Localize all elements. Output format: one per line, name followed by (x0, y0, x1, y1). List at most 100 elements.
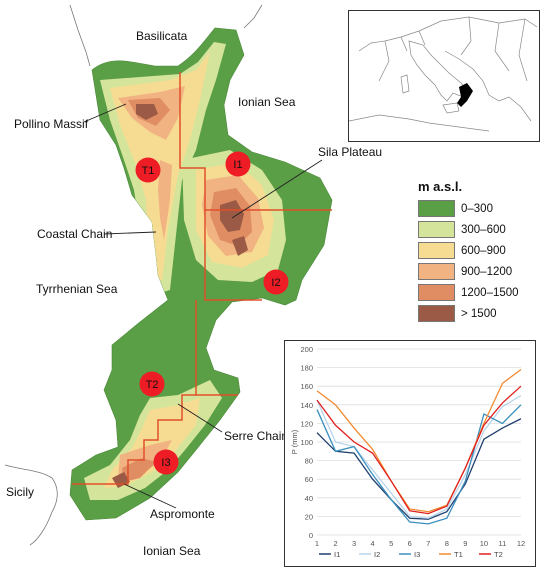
legend-swatch (418, 284, 455, 301)
chart-legend-label: I2 (374, 550, 380, 559)
legend-item: 1200–1500 (418, 282, 540, 303)
station-label: I1 (233, 159, 242, 171)
x-tick-label: 6 (408, 539, 412, 548)
station-label: I2 (271, 277, 280, 289)
x-tick-label: 4 (371, 539, 375, 548)
station-label: I3 (161, 457, 170, 469)
basin-boundary (179, 72, 332, 211)
legend-item: 0–300 (418, 198, 540, 219)
y-tick-label: 120 (300, 419, 313, 428)
label-ionian-sea-south: Ionian Sea (143, 544, 201, 558)
basilicata-coastline (69, 4, 91, 67)
station-t2: T2 (139, 371, 165, 397)
chart-legend-label: I3 (414, 550, 420, 559)
leader-sila (231, 159, 323, 219)
locator-inset (348, 10, 540, 142)
leader-aspromonte (123, 483, 177, 509)
legend-item: 300–600 (418, 219, 540, 240)
legend-label: 600–900 (461, 244, 506, 257)
x-tick-label: 1 (315, 539, 319, 548)
y-axis-title: P (mm) (290, 429, 299, 454)
series-line-t1 (316, 368, 522, 513)
sicily-coastline (4, 464, 58, 546)
x-tick-label: 10 (480, 539, 488, 548)
y-tick-label: 0 (309, 531, 313, 540)
legend-swatch (418, 263, 455, 280)
y-tick-label: 160 (300, 382, 313, 391)
inset-borders (378, 16, 528, 82)
x-tick-label: 11 (499, 539, 507, 548)
legend-item: > 1500 (418, 303, 540, 324)
legend-label: 300–600 (461, 223, 506, 236)
chart-legend-label: I1 (334, 550, 340, 559)
label-ionian-sea-north: Ionian Sea (238, 95, 296, 109)
legend-label: > 1500 (461, 307, 497, 320)
legend-swatch (418, 305, 455, 322)
label-sila-plateau: Sila Plateau (318, 145, 382, 159)
y-tick-label: 180 (300, 364, 313, 373)
inset-europe-outline (358, 16, 538, 52)
leader-pollino (83, 103, 127, 123)
label-basilicata: Basilicata (136, 29, 188, 43)
legend-swatch (418, 200, 455, 217)
legend-rows: 0–300 300–600 600–900 900–1200 1200–1500 > 15… (418, 198, 540, 324)
station-marker (153, 449, 179, 475)
legend-item: 900–1200 (418, 261, 540, 282)
leader-serre (177, 403, 223, 433)
inset-balkans-outline (444, 50, 532, 122)
legend-label: 900–1200 (461, 265, 513, 278)
legend-swatch (418, 242, 455, 259)
label-sicily: Sicily (6, 485, 34, 499)
leader-coastal (103, 231, 157, 235)
elevation-legend: m a.s.l. 0–300 300–600 600–900 900–1200 1200… (418, 179, 540, 324)
inset-africa-coast (349, 114, 490, 132)
basilicata-coastline-east (243, 4, 263, 29)
station-i2: I2 (263, 269, 289, 295)
label-coastal-chain: Coastal Chain (37, 227, 112, 241)
x-tick-label: 5 (389, 539, 393, 548)
series-line-i2 (316, 394, 522, 519)
y-tick-label: 20 (305, 512, 313, 521)
y-tick-label: 80 (305, 457, 313, 466)
x-tick-label: 3 (352, 539, 356, 548)
locator-map (349, 16, 538, 132)
series-line-t2 (316, 385, 522, 515)
legend-item: 600–900 (418, 240, 540, 261)
station-marker (263, 269, 289, 295)
chart-legend-label: T1 (454, 550, 463, 559)
legend-label: 0–300 (461, 202, 493, 215)
station-t1: T1 (135, 157, 161, 183)
station-i3: I3 (153, 449, 179, 475)
station-marker (135, 157, 161, 183)
series-line-i1 (316, 418, 522, 520)
inset-calabria-highlight (457, 83, 473, 107)
x-tick-label: 2 (333, 539, 337, 548)
x-tick-label: 8 (445, 539, 449, 548)
legend-swatch (418, 221, 455, 238)
label-serre-chain: Serre Chain (224, 429, 288, 443)
inset-sicily-outline (442, 102, 460, 114)
station-markers: T1 I1 I2 T2 I3 (135, 151, 289, 475)
y-tick-label: 60 (305, 475, 313, 484)
station-marker (139, 371, 165, 397)
x-tick-label: 7 (426, 539, 430, 548)
legend-label: 1200–1500 (461, 286, 519, 299)
station-marker (225, 151, 251, 177)
precipitation-chart-frame: 0 20 40 60 80 100 120 140 160 180 200 1 2 3 4 5 6 7 8 9 10 11… (284, 340, 536, 567)
x-tick-label: 12 (517, 539, 525, 548)
station-label: T1 (142, 165, 155, 177)
basin-boundary (204, 210, 262, 301)
inset-italy-outline (408, 40, 470, 102)
y-tick-label: 200 (300, 345, 313, 354)
y-tick-label: 40 (305, 494, 313, 503)
y-tick-label: 140 (300, 401, 313, 410)
label-pollino-massif: Pollino Massif (14, 117, 89, 131)
label-tyrrhenian-sea: Tyrrhenian Sea (36, 282, 118, 296)
basin-boundary (72, 394, 196, 485)
chart-legend-label: T2 (494, 550, 503, 559)
y-tick-label: 100 (300, 438, 313, 447)
inset-sardinia-outline (400, 74, 410, 94)
station-label: T2 (146, 379, 159, 391)
